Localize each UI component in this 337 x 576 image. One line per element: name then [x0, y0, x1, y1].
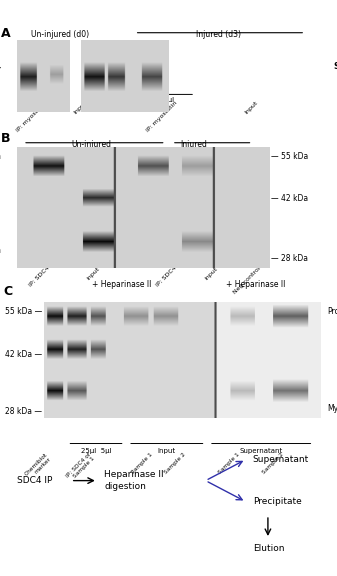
Text: 28 kDa —: 28 kDa — [5, 407, 42, 416]
Text: A: A [1, 27, 11, 40]
Text: + Heparinase II: + Heparinase II [92, 281, 151, 289]
Text: Sample 2: Sample 2 [262, 452, 285, 475]
Text: Promyostatin: Promyostatin [0, 151, 1, 161]
Text: 20μl   7μl: 20μl 7μl [141, 97, 175, 103]
Text: Chemiblot
marker: Chemiblot marker [23, 452, 52, 481]
Text: Injured (d3): Injured (d3) [196, 30, 241, 39]
Text: — 37 kDa —: — 37 kDa — [106, 62, 154, 70]
Text: IP: myostatin: IP: myostatin [145, 100, 178, 133]
Text: Input: Input [244, 100, 259, 115]
Text: — 42 kDa: — 42 kDa [271, 194, 308, 203]
Text: input: input [86, 266, 100, 281]
Text: Promyostatin: Promyostatin [327, 306, 337, 316]
Text: Un-injured (d0): Un-injured (d0) [31, 30, 89, 39]
Text: Input: Input [158, 448, 176, 454]
Text: 25μl  5μl: 25μl 5μl [81, 448, 111, 454]
Text: — 28 kDa: — 28 kDa [271, 253, 308, 263]
Text: Heparinase II
digestion: Heparinase II digestion [104, 470, 164, 491]
Text: Precipitate: Precipitate [253, 497, 302, 506]
Text: 42 kDa —: 42 kDa — [5, 350, 42, 359]
Text: Input: Input [73, 100, 88, 115]
Text: Myostatin: Myostatin [0, 246, 1, 255]
Text: IP: SDC4: IP: SDC4 [156, 266, 178, 288]
Text: Neg control: Neg control [232, 266, 262, 295]
Text: Sample 1: Sample 1 [130, 452, 153, 475]
Text: + Heparinase II: + Heparinase II [226, 281, 286, 289]
Text: IP: SDC4: IP: SDC4 [29, 266, 51, 288]
Text: C: C [3, 285, 12, 298]
Text: IP: SDC4 of
Sample 1: IP: SDC4 of Sample 1 [65, 452, 96, 483]
Text: Injured
(d3): Injured (d3) [180, 140, 207, 159]
Text: Myostatin: Myostatin [327, 404, 337, 414]
Text: Un-injured
(d0): Un-injured (d0) [71, 140, 111, 159]
Text: Sample 1: Sample 1 [218, 452, 241, 475]
Text: SDC4: SDC4 [333, 62, 337, 70]
Text: Supernatant: Supernatant [253, 455, 309, 464]
Text: B: B [1, 132, 11, 145]
Text: SDC4 IP: SDC4 IP [17, 476, 52, 485]
Text: SDC4: SDC4 [0, 62, 1, 70]
Text: Sample 2: Sample 2 [164, 452, 187, 475]
Text: input: input [203, 266, 218, 281]
Text: 55 kDa —: 55 kDa — [5, 306, 42, 316]
Text: Elution: Elution [253, 544, 284, 553]
Text: — 55 kDa: — 55 kDa [271, 151, 308, 161]
Text: Supernatant: Supernatant [240, 448, 283, 454]
Text: IP: myostatin: IP: myostatin [15, 100, 48, 133]
